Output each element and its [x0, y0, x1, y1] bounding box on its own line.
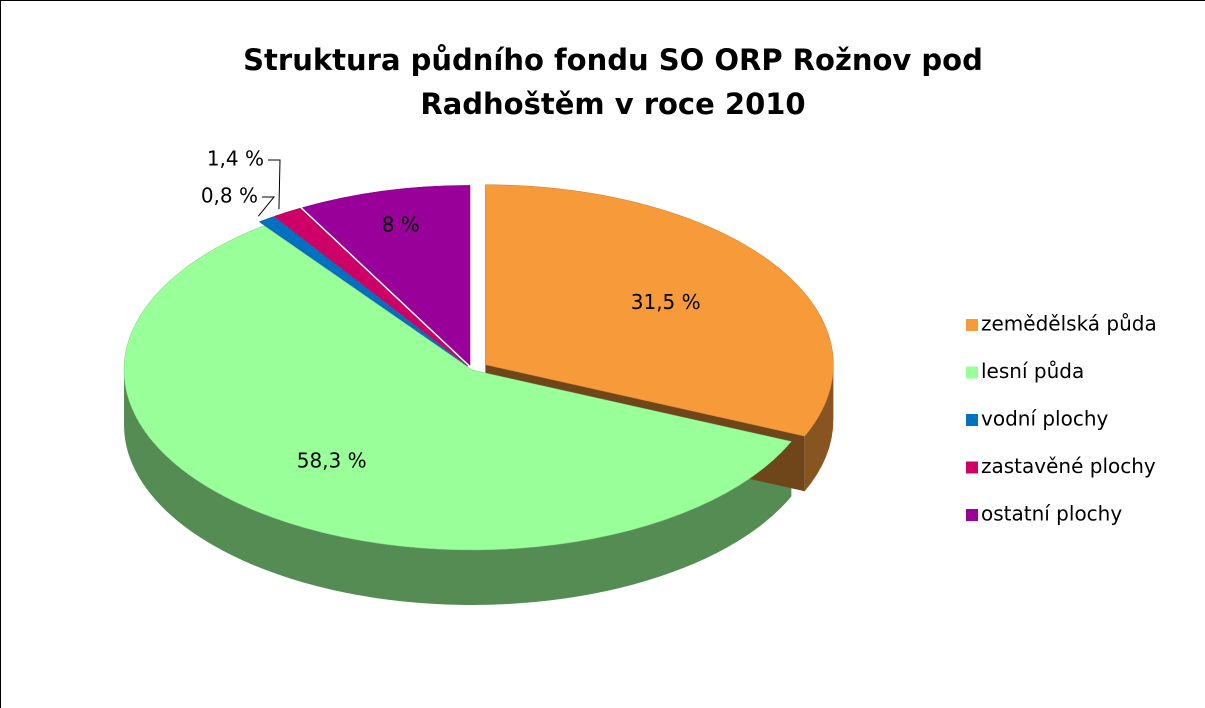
pie-sides — [124, 364, 834, 605]
pie-side — [804, 364, 834, 492]
legend-swatch — [966, 461, 978, 474]
pie-slice — [485, 184, 834, 437]
pie-side — [124, 370, 792, 605]
data-label: 58,3 % — [297, 448, 367, 472]
legend-label: zemědělská půda — [981, 312, 1157, 336]
data-label: 31,5 % — [631, 290, 701, 314]
leader-line — [268, 159, 281, 210]
data-label: 1,4 % — [207, 147, 264, 171]
pie-slice — [301, 185, 471, 366]
legend-label: vodní plochy — [981, 407, 1109, 431]
legend-swatch — [966, 366, 978, 379]
legend-swatch — [966, 319, 978, 331]
data-label: 0,8 % — [201, 184, 258, 208]
data-label: 8 % — [382, 212, 420, 236]
leader-line — [257, 196, 276, 217]
pie-slice — [273, 207, 469, 367]
legend-swatch — [966, 509, 978, 521]
pie-slice — [258, 216, 468, 367]
legend-swatch — [966, 414, 978, 426]
chart-title: Struktura půdního fondu SO ORP Rožnov po… — [243, 43, 983, 121]
legend-label: zastavěné plochy — [981, 454, 1156, 478]
legend-label: ostatní plochy — [981, 502, 1122, 526]
legend-label: lesní půda — [981, 359, 1084, 383]
pie-slice — [123, 225, 792, 551]
